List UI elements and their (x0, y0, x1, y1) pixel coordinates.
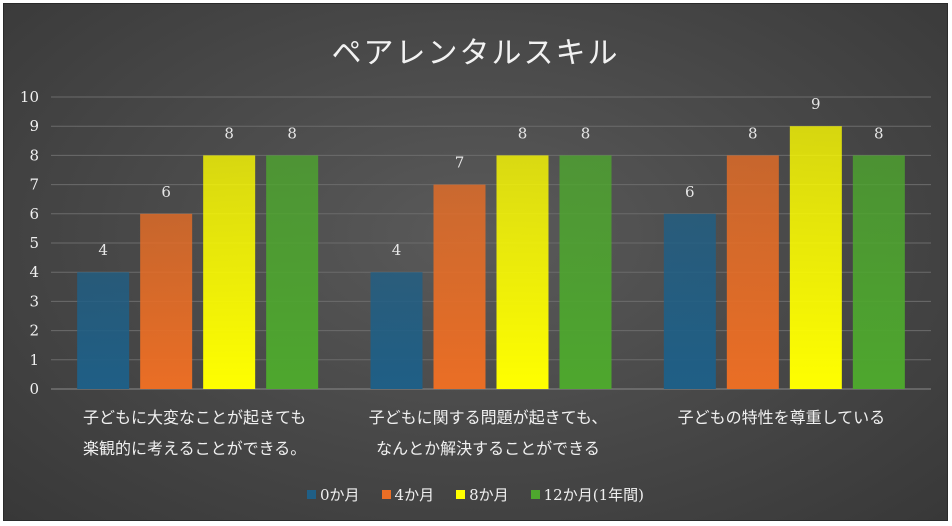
data-label: 6 (685, 183, 695, 201)
legend-label: 4か月 (394, 486, 435, 504)
legend: 0か月 4か月 8か月 12か月(1年間) (4, 484, 947, 505)
y-tick-label: 1 (29, 351, 39, 369)
y-tick-label: 8 (29, 146, 39, 164)
data-label: 4 (392, 241, 402, 259)
data-label: 8 (287, 124, 297, 142)
data-label: 7 (455, 154, 465, 172)
legend-label: 0か月 (320, 486, 360, 504)
chart-frame: ペアレンタルスキル 0 1 2 3 4 5 6 7 8 9 10 4 6 8 8 4 7 8 8 6 8 9 8 子どもに大… (3, 3, 948, 521)
bar (77, 272, 130, 389)
x-tick-label-line: 楽観的に考えることができる。 (83, 439, 307, 458)
bar (852, 155, 905, 389)
legend-swatch (307, 490, 316, 499)
legend-label: 12か月(1年間) (543, 486, 644, 504)
x-tick-label-line: 子どもに関する問題が起きても、 (368, 408, 608, 427)
bar (203, 155, 256, 389)
data-label: 8 (581, 124, 591, 142)
legend-label: 8か月 (469, 486, 509, 504)
bar (789, 126, 842, 389)
data-label: 6 (161, 183, 171, 201)
legend-swatch (530, 490, 540, 499)
legend-item: 8か月 (456, 484, 509, 505)
data-label: 8 (748, 124, 758, 142)
bar (726, 155, 779, 389)
data-label: 9 (811, 95, 821, 113)
data-label: 4 (98, 241, 108, 259)
x-tick-label-line: なんとか解決することができる (376, 439, 600, 458)
legend-item: 12か月(1年間) (530, 484, 644, 505)
x-tick-label-line: 子どもに大変なことが起きても (83, 408, 307, 427)
y-tick-label: 3 (29, 292, 39, 310)
bar (140, 213, 193, 389)
y-tick-label: 4 (29, 263, 39, 281)
y-tick-label: 7 (29, 176, 39, 194)
y-tick-label: 9 (29, 117, 39, 135)
legend-item: 0か月 (307, 484, 360, 505)
legend-swatch (381, 490, 391, 499)
y-tick-label: 5 (29, 234, 39, 252)
bar (433, 184, 486, 389)
data-label: 8 (874, 124, 884, 142)
bar (266, 155, 319, 389)
y-tick-label: 2 (29, 322, 39, 340)
y-tick-label: 10 (20, 88, 39, 106)
bar-chart-plot: 0 1 2 3 4 5 6 7 8 9 10 4 6 8 8 4 7 8 8 6 8 9 8 (20, 88, 931, 398)
x-tick-label: 子どもの特性を尊重している (636, 402, 926, 433)
x-tick-label: 子どもに関する問題が起きても、 なんとか解決することができる (343, 402, 633, 464)
bar (496, 155, 549, 389)
x-tick-label: 子どもに大変なことが起きても 楽観的に考えることができる。 (50, 402, 340, 464)
legend-swatch (456, 490, 466, 499)
y-tick-label: 0 (29, 380, 39, 398)
bar (370, 272, 423, 389)
data-label: 8 (224, 124, 234, 142)
x-tick-label-line: 子どもの特性を尊重している (677, 408, 886, 427)
bar (663, 213, 716, 389)
y-tick-label: 6 (29, 205, 39, 223)
bar (559, 155, 612, 389)
legend-item: 4か月 (381, 484, 435, 505)
data-label: 8 (518, 124, 528, 142)
chart-title: ペアレンタルスキル (331, 36, 620, 71)
